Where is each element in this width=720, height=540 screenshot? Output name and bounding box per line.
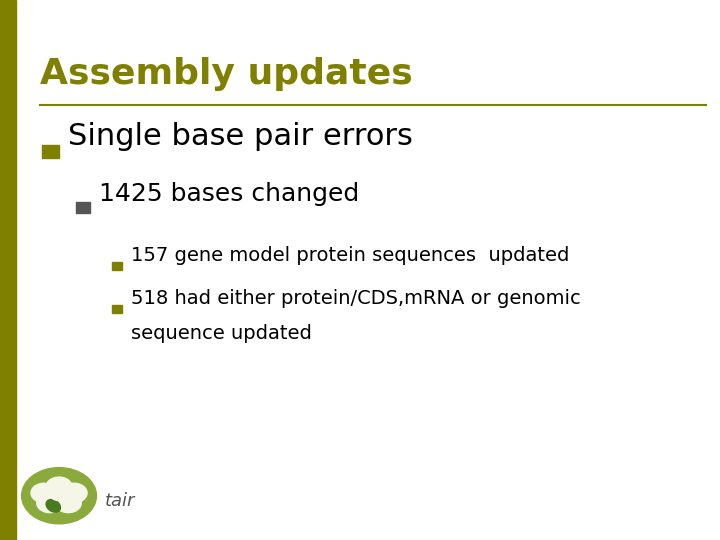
FancyBboxPatch shape [42, 145, 59, 158]
Circle shape [46, 477, 72, 497]
Circle shape [55, 493, 81, 512]
Bar [76, 202, 90, 213]
Text: sequence updated: sequence updated [131, 325, 312, 343]
Circle shape [22, 468, 96, 524]
Bar [112, 262, 122, 270]
Circle shape [37, 493, 63, 512]
Text: 157 gene model protein sequences  updated: 157 gene model protein sequences updated [131, 246, 570, 265]
Circle shape [61, 483, 87, 503]
Text: 1425 bases changed: 1425 bases changed [99, 183, 359, 206]
Circle shape [50, 487, 68, 501]
Text: 518 had either protein/CDS,mRNA or genomic: 518 had either protein/CDS,mRNA or genom… [131, 289, 581, 308]
Bar [0, 0, 16, 540]
Ellipse shape [46, 500, 60, 512]
Text: tair: tair [104, 492, 135, 510]
Circle shape [31, 483, 57, 503]
Text: Single base pair errors: Single base pair errors [68, 122, 413, 151]
Text: Assembly updates: Assembly updates [40, 57, 413, 91]
Bar [112, 305, 122, 313]
